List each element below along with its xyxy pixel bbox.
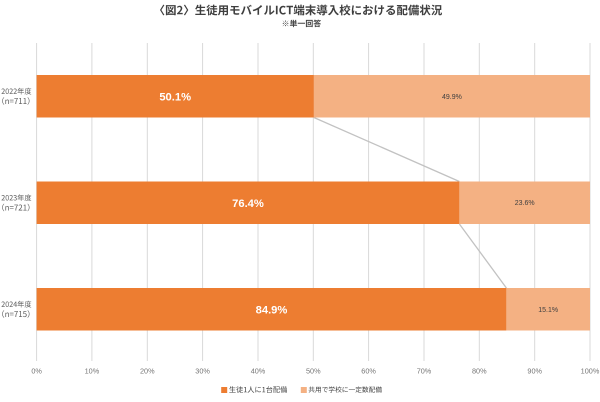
svg-text:20%: 20% <box>140 367 155 376</box>
svg-text:84.9%: 84.9% <box>256 304 288 316</box>
svg-text:49.9%: 49.9% <box>442 94 462 101</box>
svg-text:76.4%: 76.4% <box>232 198 264 210</box>
svg-text:50.1%: 50.1% <box>159 92 191 104</box>
svg-text:60%: 60% <box>361 367 376 376</box>
svg-text:50%: 50% <box>306 367 321 376</box>
svg-text:40%: 40% <box>251 367 266 376</box>
svg-text:80%: 80% <box>472 367 487 376</box>
svg-text:70%: 70% <box>417 367 432 376</box>
svg-text:23.6%: 23.6% <box>515 200 535 207</box>
svg-text:100%: 100% <box>581 367 600 376</box>
svg-text:15.1%: 15.1% <box>538 307 558 314</box>
svg-text:10%: 10% <box>85 367 100 376</box>
svg-text:90%: 90% <box>527 367 542 376</box>
svg-text:30%: 30% <box>195 367 210 376</box>
svg-text:0%: 0% <box>31 367 42 376</box>
